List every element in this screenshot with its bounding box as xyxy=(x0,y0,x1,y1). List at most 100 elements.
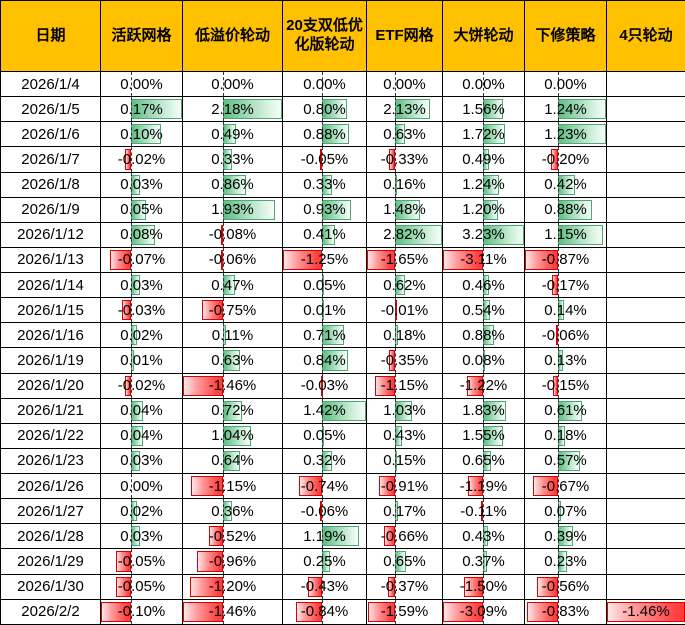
value-cell[interactable]: 0.08% xyxy=(100,221,183,248)
value-cell[interactable]: 0.10% xyxy=(100,121,183,148)
value-cell[interactable]: 1.23% xyxy=(524,121,607,148)
value-cell[interactable]: 0.00% xyxy=(442,70,525,98)
value-cell[interactable]: 1.19% xyxy=(282,523,367,550)
value-cell[interactable]: -0.15% xyxy=(524,372,607,399)
value-cell[interactable]: -1.46% xyxy=(182,598,283,625)
value-cell[interactable]: -0.66% xyxy=(366,523,443,550)
value-cell[interactable]: 0.00% xyxy=(524,70,607,98)
value-cell[interactable]: -0.06% xyxy=(282,498,367,525)
value-cell[interactable]: 1.83% xyxy=(442,397,525,424)
value-cell[interactable]: 0.93% xyxy=(282,196,367,223)
date-cell[interactable]: 2026/1/5 xyxy=(0,96,101,123)
date-cell[interactable]: 2026/1/30 xyxy=(0,573,101,600)
value-cell[interactable] xyxy=(606,523,685,550)
value-cell[interactable]: 0.23% xyxy=(524,548,607,575)
date-cell[interactable]: 2026/1/19 xyxy=(0,347,101,374)
value-cell[interactable] xyxy=(606,472,685,500)
value-cell[interactable]: 0.65% xyxy=(366,548,443,575)
value-cell[interactable]: 0.65% xyxy=(442,447,525,475)
value-cell[interactable] xyxy=(606,397,685,424)
column-header-5[interactable]: 大饼轮动 xyxy=(442,0,525,72)
value-cell[interactable]: -0.74% xyxy=(282,472,367,500)
value-cell[interactable]: 0.39% xyxy=(524,523,607,550)
value-cell[interactable]: 0.41% xyxy=(282,221,367,248)
value-cell[interactable]: 0.37% xyxy=(442,548,525,575)
column-header-7[interactable]: 4只轮动 xyxy=(606,0,685,72)
value-cell[interactable]: -0.07% xyxy=(100,246,183,274)
value-cell[interactable] xyxy=(606,573,685,600)
value-cell[interactable]: 0.49% xyxy=(442,146,525,173)
value-cell[interactable]: -1.59% xyxy=(366,598,443,625)
value-cell[interactable]: 0.17% xyxy=(366,498,443,525)
value-cell[interactable]: 0.63% xyxy=(182,347,283,374)
column-header-2[interactable]: 低溢价轮动 xyxy=(182,0,283,72)
date-cell[interactable]: 2026/1/26 xyxy=(0,472,101,500)
value-cell[interactable]: -0.05% xyxy=(282,146,367,173)
value-cell[interactable]: -1.46% xyxy=(606,598,685,625)
value-cell[interactable]: 0.00% xyxy=(282,70,367,98)
value-cell[interactable]: -0.17% xyxy=(524,271,607,299)
value-cell[interactable]: -0.08% xyxy=(182,221,283,248)
value-cell[interactable] xyxy=(606,372,685,399)
value-cell[interactable]: 1.72% xyxy=(442,121,525,148)
value-cell[interactable] xyxy=(606,548,685,575)
value-cell[interactable] xyxy=(606,96,685,123)
value-cell[interactable]: 0.33% xyxy=(182,146,283,173)
date-cell[interactable]: 2026/1/20 xyxy=(0,372,101,399)
value-cell[interactable]: -1.19% xyxy=(442,472,525,500)
value-cell[interactable]: 0.04% xyxy=(100,397,183,424)
value-cell[interactable]: 0.86% xyxy=(182,171,283,198)
value-cell[interactable]: 0.00% xyxy=(182,70,283,98)
value-cell[interactable]: 0.16% xyxy=(366,171,443,198)
value-cell[interactable]: 0.00% xyxy=(100,70,183,98)
date-cell[interactable]: 2026/1/4 xyxy=(0,70,101,98)
value-cell[interactable]: 0.71% xyxy=(282,322,367,349)
value-cell[interactable]: -3.09% xyxy=(442,598,525,625)
value-cell[interactable]: 0.00% xyxy=(100,472,183,500)
date-cell[interactable]: 2026/1/9 xyxy=(0,196,101,223)
value-cell[interactable]: -0.75% xyxy=(182,297,283,324)
value-cell[interactable]: -0.84% xyxy=(282,598,367,625)
value-cell[interactable]: -0.91% xyxy=(366,472,443,500)
value-cell[interactable]: 0.04% xyxy=(100,422,183,449)
value-cell[interactable] xyxy=(606,221,685,248)
value-cell[interactable]: -0.06% xyxy=(182,246,283,274)
value-cell[interactable]: 0.88% xyxy=(442,322,525,349)
value-cell[interactable]: 0.03% xyxy=(100,523,183,550)
date-cell[interactable]: 2026/1/8 xyxy=(0,171,101,198)
value-cell[interactable]: -0.02% xyxy=(100,372,183,399)
value-cell[interactable]: 0.05% xyxy=(100,196,183,223)
value-cell[interactable]: -0.67% xyxy=(524,472,607,500)
value-cell[interactable] xyxy=(606,271,685,299)
column-header-4[interactable]: ETF网格 xyxy=(366,0,443,72)
value-cell[interactable]: 0.18% xyxy=(366,322,443,349)
value-cell[interactable]: 1.42% xyxy=(282,397,367,424)
value-cell[interactable] xyxy=(606,498,685,525)
value-cell[interactable]: 0.03% xyxy=(100,447,183,475)
column-header-6[interactable]: 下修策略 xyxy=(524,0,607,72)
value-cell[interactable]: 1.55% xyxy=(442,422,525,449)
value-cell[interactable]: -0.02% xyxy=(100,146,183,173)
value-cell[interactable]: -0.06% xyxy=(524,322,607,349)
value-cell[interactable]: 2.18% xyxy=(182,96,283,123)
value-cell[interactable]: 0.18% xyxy=(524,422,607,449)
date-cell[interactable]: 2026/1/13 xyxy=(0,246,101,274)
value-cell[interactable]: 0.61% xyxy=(524,397,607,424)
date-cell[interactable]: 2026/1/22 xyxy=(0,422,101,449)
value-cell[interactable]: -0.03% xyxy=(282,372,367,399)
value-cell[interactable]: 0.54% xyxy=(442,297,525,324)
date-cell[interactable]: 2026/2/2 xyxy=(0,598,101,625)
value-cell[interactable]: -3.11% xyxy=(442,246,525,274)
value-cell[interactable] xyxy=(606,70,685,98)
value-cell[interactable]: 0.03% xyxy=(100,271,183,299)
value-cell[interactable]: 0.11% xyxy=(182,322,283,349)
value-cell[interactable]: 0.88% xyxy=(524,196,607,223)
value-cell[interactable] xyxy=(606,121,685,148)
value-cell[interactable]: 0.15% xyxy=(366,447,443,475)
value-cell[interactable]: 0.43% xyxy=(366,422,443,449)
value-cell[interactable]: -0.52% xyxy=(182,523,283,550)
value-cell[interactable]: -1.20% xyxy=(182,573,283,600)
value-cell[interactable]: 0.14% xyxy=(524,297,607,324)
value-cell[interactable]: -0.83% xyxy=(524,598,607,625)
date-cell[interactable]: 2026/1/7 xyxy=(0,146,101,173)
